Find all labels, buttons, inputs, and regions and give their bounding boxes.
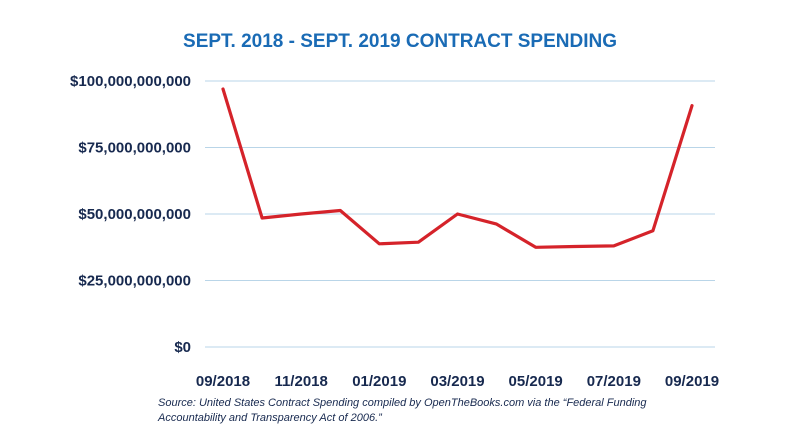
x-tick-label: 07/2019 [587,373,641,390]
y-axis-ticks: $100,000,000,000 $75,000,000,000 $50,000,0… [70,73,191,356]
x-axis-ticks: 09/2018 11/2018 01/2019 03/2019 05/2019 07/20… [196,373,719,390]
chart-title: SEPT. 2018 - SEPT. 2019 CONTRACT SPENDIN… [183,31,617,52]
x-tick-label: 03/2019 [430,373,484,390]
y-tick-label: $0 [174,339,191,356]
source-line-2: Accountability and Transparency Act of 2… [158,412,382,424]
x-tick-label: 01/2019 [352,373,406,390]
y-tick-label: $25,000,000,000 [78,273,191,290]
series-line [221,87,694,249]
y-tick-label: $100,000,000,000 [70,73,191,90]
x-tick-label: 05/2019 [509,373,563,390]
x-tick-label: 09/2018 [196,373,250,390]
x-tick-label: 09/2019 [665,373,719,390]
x-tick-label: 11/2018 [274,373,327,390]
y-tick-label: $50,000,000,000 [78,206,191,223]
y-tick-label: $75,000,000,000 [78,140,191,157]
source-note: Source: United States Contract Spending … [158,396,758,426]
series-layer [221,87,694,249]
source-line-1: Source: United States Contract Spending … [158,397,647,409]
